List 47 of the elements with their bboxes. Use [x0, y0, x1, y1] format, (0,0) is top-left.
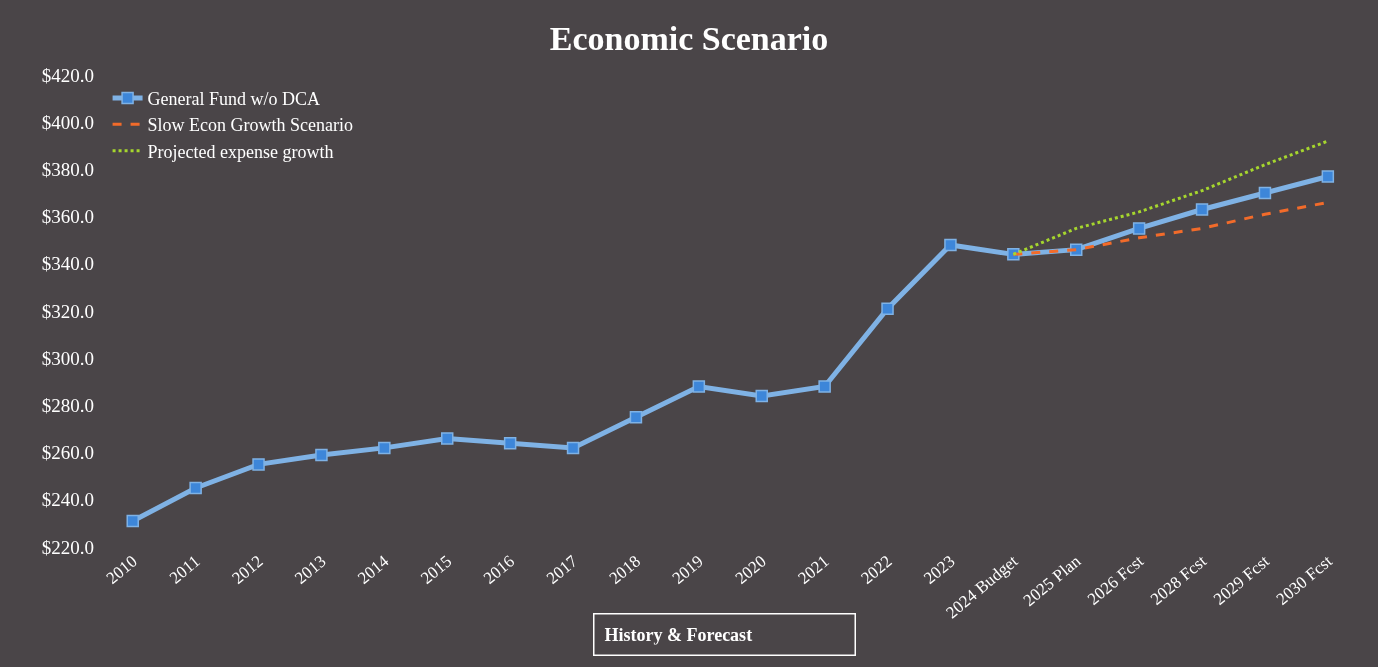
y-tick-label: $300.0 [41, 347, 94, 369]
y-tick-label: $360.0 [41, 206, 94, 228]
x-tick-label: 2023 [920, 551, 959, 588]
point [252, 458, 265, 471]
point [126, 514, 139, 528]
point [1258, 186, 1272, 200]
x-tick-label: 2010 [102, 551, 141, 588]
point [1132, 222, 1146, 235]
x-tick-label: 2021 [794, 551, 833, 588]
x-tick-label: 2030 Fcst [1272, 551, 1337, 609]
point [1321, 170, 1335, 183]
point [881, 302, 894, 315]
point [503, 436, 517, 450]
point [692, 380, 706, 393]
point [629, 410, 643, 424]
y-tick-label: $260.0 [41, 442, 94, 464]
legend-label: Projected expense growth [147, 141, 334, 162]
legend-label: Slow Econ Growth Scenario [147, 115, 354, 136]
x-tick-label: 2018 [605, 551, 644, 588]
x-tick-label: 2013 [291, 551, 330, 588]
x-tick-label: 2012 [228, 551, 267, 588]
y-tick-label: $220.0 [41, 536, 94, 558]
point [1195, 203, 1209, 216]
x-tick-label: 2019 [668, 551, 707, 588]
y-tick-label: $400.0 [41, 111, 94, 133]
x-tick-label: 2022 [857, 551, 896, 588]
point [944, 238, 957, 252]
x-tick-label: 2028 Fcst [1146, 551, 1211, 609]
chart-title: Economic Scenario [549, 20, 829, 58]
y-tick-label: $340.0 [41, 253, 94, 275]
point [189, 481, 202, 495]
x-tick-label: 2029 Fcst [1209, 551, 1274, 609]
point [315, 448, 328, 462]
text: History & Forecast [604, 624, 753, 645]
y-tick-label: $240.0 [41, 489, 94, 511]
y-tick-label: $280.0 [41, 395, 94, 417]
legend-label: General Fund w/o DCA [147, 88, 321, 109]
y-tick-label: $320.0 [41, 300, 94, 322]
point [755, 389, 768, 403]
point [378, 441, 391, 455]
point [440, 432, 454, 445]
x-tick-label: 2011 [165, 551, 204, 588]
y-tick-label: $420.0 [41, 64, 94, 86]
y-tick-label: $380.0 [41, 159, 94, 181]
x-tick-label: 2020 [731, 551, 770, 588]
point [566, 441, 580, 455]
point [818, 380, 831, 393]
